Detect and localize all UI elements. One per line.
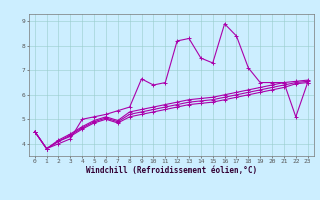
X-axis label: Windchill (Refroidissement éolien,°C): Windchill (Refroidissement éolien,°C) xyxy=(86,166,257,175)
